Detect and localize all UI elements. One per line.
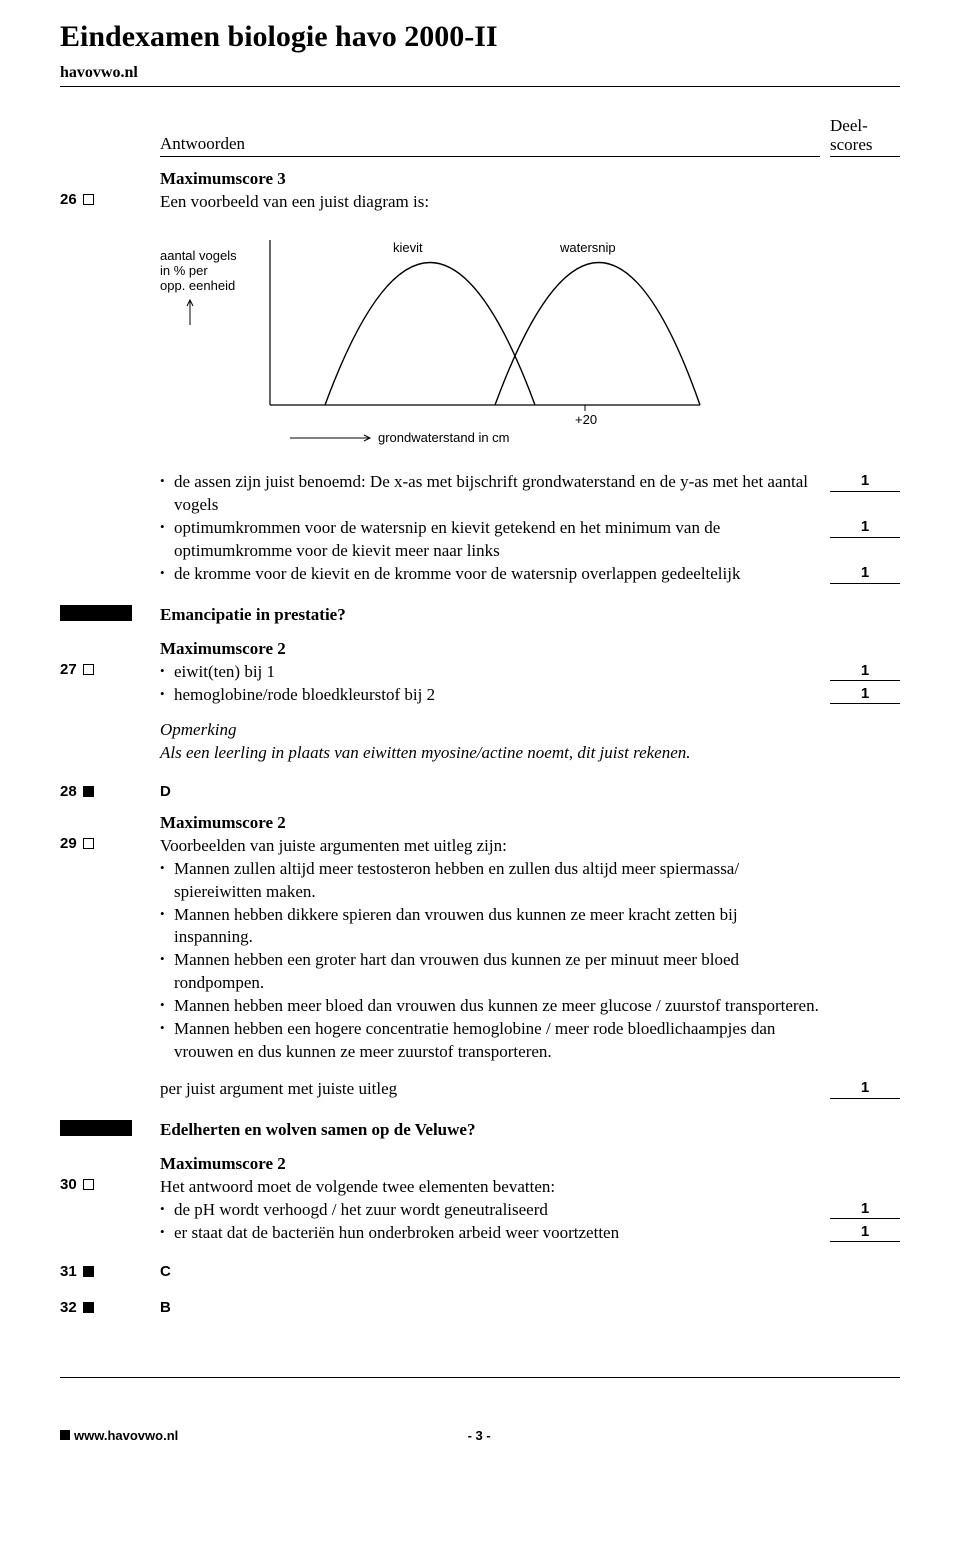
page-footer: www.havovwo.nl - 3 - <box>60 1428 900 1443</box>
q29-bullet-5: Mannen hebben een hogere concentratie he… <box>160 1018 820 1064</box>
footer-page: - 3 - <box>178 1428 780 1443</box>
section1-title: Emancipatie in prestatie? <box>160 605 346 624</box>
q30-score-2: 1 <box>830 1222 900 1243</box>
site-label: havovwo.nl <box>60 64 900 82</box>
q26-score-1: 1 <box>830 471 900 492</box>
q30-bullet-1: de pH wordt verhoogd / het zuur wordt ge… <box>160 1199 820 1222</box>
chart-svg: aantal vogels in % per opp. eenheid <box>160 230 720 450</box>
section-bar-icon <box>60 605 132 621</box>
q26-bullet-1: de assen zijn juist benoemd: De x-as met… <box>160 471 820 517</box>
q26-chart: aantal vogels in % per opp. eenheid <box>160 230 820 455</box>
page: Eindexamen biologie havo 2000-II havovwo… <box>0 0 960 1463</box>
chart-xtick: +20 <box>575 412 597 427</box>
footer-square-icon <box>60 1430 70 1440</box>
q30-bullet-2: er staat dat de bacteriën hun onderbroke… <box>160 1222 820 1245</box>
q26-intro: Een voorbeeld van een juist diagram is: <box>160 191 830 214</box>
q27-opmerking-text: Als een leerling in plaats van eiwitten … <box>160 742 820 765</box>
filled-box-icon <box>83 1266 94 1277</box>
section2-title: Edelherten en wolven samen op de Veluwe? <box>160 1120 475 1139</box>
top-rule <box>60 86 900 87</box>
q27-number: 27 <box>60 661 94 678</box>
q29-number: 29 <box>60 835 94 852</box>
filled-box-icon <box>83 786 94 797</box>
q26-maxscore: Maximumscore 3 <box>160 169 820 189</box>
q26-row: Maximumscore 3 <box>60 169 900 189</box>
chart-curve-watersnip <box>495 263 700 406</box>
chart-ylabel-2: in % per <box>160 263 208 278</box>
q29-maxscore: Maximumscore 2 <box>160 813 820 833</box>
q27-opmerking-title: Opmerking <box>160 719 820 742</box>
chart-series2-label: watersnip <box>559 240 616 255</box>
q29-bullet-2: Mannen hebben dikkere spieren dan vrouwe… <box>160 904 820 950</box>
q26-bullet-2: optimumkrommen voor de watersnip en kiev… <box>160 517 820 563</box>
q31-answer: C <box>160 1263 171 1280</box>
q30-intro: Het antwoord moet de volgende twee eleme… <box>160 1176 830 1199</box>
column-headers: Antwoorden Deel- scores <box>60 117 900 157</box>
q26-score-2: 1 <box>830 517 900 538</box>
q29-bullet-3: Mannen hebben een groter hart dan vrouwe… <box>160 949 820 995</box>
q26-number: 26 <box>60 191 94 208</box>
filled-box-icon <box>83 1302 94 1313</box>
q27-bullet-1: eiwit(ten) bij 1 <box>160 661 820 684</box>
q26-bullet-3: de kromme voor de kievit en de kromme vo… <box>160 563 820 586</box>
q30-number: 30 <box>60 1176 94 1193</box>
antwoorden-header: Antwoorden <box>160 134 245 153</box>
q26-score-3: 1 <box>830 563 900 584</box>
q27-bullet-2: hemoglobine/rode bloedkleurstof bij 2 <box>160 684 820 707</box>
q30-maxscore: Maximumscore 2 <box>160 1154 820 1174</box>
q29-per: per juist argument met juiste uitleg <box>160 1078 830 1101</box>
chart-series1-label: kievit <box>393 240 423 255</box>
open-box-icon <box>83 664 94 675</box>
doc-title: Eindexamen biologie havo 2000-II <box>60 20 900 54</box>
q28-number: 28 <box>60 783 94 800</box>
q29-score-1: 1 <box>830 1078 900 1099</box>
footer-site: www.havovwo.nl <box>74 1428 178 1443</box>
q29-bullet-1: Mannen zullen altijd meer testosteron he… <box>160 858 820 904</box>
open-box-icon <box>83 1179 94 1190</box>
footer-rule <box>60 1377 900 1378</box>
q27-score-1: 1 <box>830 661 900 682</box>
q31-number: 31 <box>60 1263 94 1280</box>
open-box-icon <box>83 194 94 205</box>
open-box-icon <box>83 838 94 849</box>
chart-ylabel-3: opp. eenheid <box>160 278 235 293</box>
q32-number: 32 <box>60 1299 94 1316</box>
chart-ylabel-1: aantal vogels <box>160 248 237 263</box>
q28-answer: D <box>160 783 171 800</box>
chart-xlabel: grondwaterstand in cm <box>378 430 510 445</box>
q29-bullet-4: Mannen hebben meer bloed dan vrouwen dus… <box>160 995 820 1018</box>
q27-maxscore: Maximumscore 2 <box>160 639 820 659</box>
q32-answer: B <box>160 1299 171 1316</box>
q30-score-1: 1 <box>830 1199 900 1220</box>
deelscores-header: Deel- scores <box>830 117 900 154</box>
q27-score-2: 1 <box>830 684 900 705</box>
section-bar-icon <box>60 1120 132 1136</box>
q29-intro: Voorbeelden van juiste argumenten met ui… <box>160 835 830 858</box>
